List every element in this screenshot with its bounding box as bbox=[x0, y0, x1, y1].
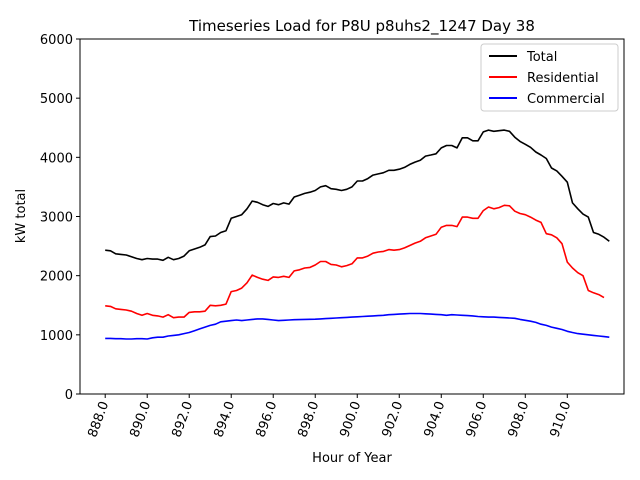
x-tick-label: 892.0 bbox=[169, 399, 196, 439]
legend-label: Residential bbox=[527, 71, 599, 86]
x-tick-label: 904.0 bbox=[421, 399, 448, 439]
series-line-commercial bbox=[105, 312, 610, 340]
y-tick-label: 1000 bbox=[40, 329, 73, 344]
legend-label: Commercial bbox=[527, 92, 605, 107]
legend-box bbox=[480, 43, 619, 112]
x-tick-label: 888.0 bbox=[85, 399, 112, 439]
x-tick-label: 896.0 bbox=[253, 399, 280, 439]
chart-title: Timeseries Load for P8U p8uhs2_1247 Day … bbox=[188, 17, 535, 36]
x-tick-label: 910.0 bbox=[548, 399, 575, 439]
y-tick-label: 4000 bbox=[40, 151, 73, 166]
y-axis: 0 1000 2000 3000 4000 5000 6000 bbox=[40, 33, 80, 403]
series-line-residential bbox=[105, 204, 605, 319]
x-tick-label: 908.0 bbox=[506, 399, 533, 439]
series-group bbox=[105, 129, 610, 340]
x-tick-label: 900.0 bbox=[337, 399, 364, 439]
legend-label: Total bbox=[526, 50, 557, 65]
y-tick-label: 2000 bbox=[40, 270, 73, 285]
y-tick-label: 5000 bbox=[40, 92, 73, 107]
series-line-total bbox=[105, 129, 610, 262]
x-tick-label: 894.0 bbox=[211, 399, 238, 439]
plot-frame bbox=[79, 38, 625, 395]
x-tick-label: 890.0 bbox=[127, 399, 154, 439]
y-tick-label: 3000 bbox=[40, 211, 73, 226]
legend: Total Residential Commercial bbox=[480, 43, 619, 112]
x-tick-label: 898.0 bbox=[295, 399, 322, 439]
y-tick-label: 0 bbox=[65, 388, 73, 403]
x-axis: 888.0 890.0 892.0 894.0 896.0 898.0 900.0 902.0… bbox=[85, 394, 574, 440]
x-axis-label: Hour of Year bbox=[312, 451, 392, 466]
y-axis-label: kW total bbox=[14, 189, 29, 243]
x-tick-label: 902.0 bbox=[379, 399, 406, 439]
y-tick-label: 6000 bbox=[40, 33, 73, 48]
x-tick-label: 906.0 bbox=[463, 399, 490, 439]
